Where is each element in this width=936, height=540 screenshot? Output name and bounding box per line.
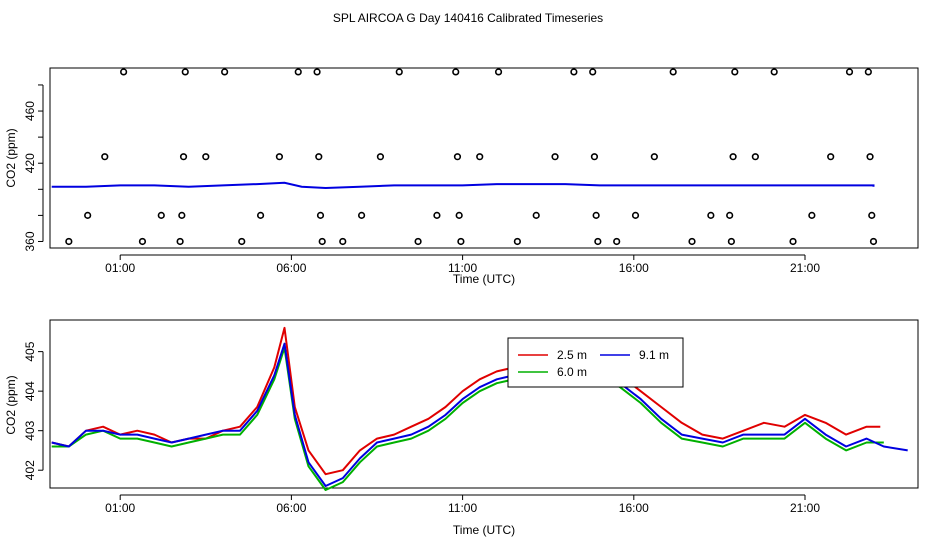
data-point [688,237,696,246]
x-tick-label: 21:00 [790,261,820,275]
data-point [275,153,284,161]
data-point [868,211,876,219]
data-point [318,237,326,246]
y-tick-label: 403 [23,420,37,440]
legend-box [507,337,684,388]
marks-top [51,68,878,246]
panel-bottom: 01:00 06:00 11:00 16:00 21:00 402 403 404 405 2.… [4,319,919,537]
data-point [455,211,463,219]
data-point [650,153,658,161]
series-line-6-0-m [51,346,884,491]
x-tick-label: 16:00 [619,501,649,515]
data-point [727,237,735,246]
data-point [453,153,462,161]
x-tick-label: 01:00 [105,501,135,515]
data-point [176,237,184,246]
data-point [808,211,816,219]
series-line-9-1-m [51,342,908,487]
data-point [179,153,188,161]
data-point [65,237,73,246]
data-point [494,68,503,76]
x-tick-label: 11:00 [448,261,477,275]
data-point [181,68,189,76]
data-point [395,68,403,76]
data-point [669,68,677,76]
data-point [313,68,321,76]
data-point [827,153,835,161]
data-point [845,68,854,76]
data-point [476,153,484,161]
y-tick-label: 402 [23,460,37,480]
data-point [532,211,540,219]
y-tick-label: 460 [23,101,37,121]
y-tick-label: 404 [23,381,37,401]
data-point [864,68,872,76]
x-tick-label: 06:00 [276,261,306,275]
axes-top: 01:00 06:00 11:00 16:00 21:00 360 420 460 [23,84,820,275]
x-tick-label: 21:00 [790,501,820,515]
data-point [707,211,715,219]
data-point [770,68,778,76]
y-axis-label-bottom: CO2 (ppm) [4,375,18,434]
data-point [294,68,302,76]
data-point [101,153,109,161]
data-point [357,211,366,219]
data-point [256,211,265,219]
data-point [157,211,165,219]
plot-frame-top [49,67,919,249]
y-axis-label-top: CO2 (ppm) [4,128,18,187]
data-point [789,237,797,246]
data-point [729,153,737,161]
data-point [457,237,465,246]
data-point [513,237,521,246]
x-tick-label: 16:00 [619,261,649,275]
data-point [751,153,759,161]
data-point [726,211,734,219]
data-point [570,68,578,76]
legend-label: 9.1 m [639,348,669,362]
y-tick-label: 360 [23,231,37,251]
data-point [315,153,323,161]
y-tick-label: 405 [23,341,37,361]
data-point [433,211,441,219]
data-point [731,68,739,76]
x-axis-label-top: Time (UTC) [453,272,515,286]
y-tick-label: 420 [23,153,37,173]
x-tick-label: 01:00 [105,261,135,275]
data-point [551,153,559,161]
panel-top: 01:00 06:00 11:00 16:00 21:00 360 420 460 Time … [4,67,919,286]
data-point [592,211,600,219]
marks-bottom [51,326,908,491]
x-axis-label-bottom: Time (UTC) [453,523,515,537]
data-point [376,153,385,161]
axes-bottom: 01:00 06:00 11:00 16:00 21:00 402 403 404 405 [23,341,820,515]
legend-label: 6.0 m [557,365,587,379]
data-point [452,68,460,76]
chart-title: SPL AIRCOA G Day 140416 Calibrated Times… [333,11,603,25]
data-point [339,237,347,246]
data-point [238,237,246,246]
data-point [589,68,597,76]
data-point [120,68,128,76]
data-point [221,68,229,76]
data-point [178,211,186,219]
data-point [316,211,325,219]
plot-frame-bottom [49,319,919,489]
legend-label: 2.5 m [557,348,587,362]
series-line-0 [51,181,875,190]
legend: 2.5 m 9.1 m 6.0 m [507,337,684,388]
data-point [594,237,602,246]
data-point [869,237,878,246]
data-point [613,237,621,246]
data-point [202,153,210,161]
data-point [414,237,422,246]
x-tick-label: 06:00 [276,501,306,515]
data-point [631,211,640,219]
data-point [138,237,147,246]
data-point [590,153,599,161]
x-tick-label: 11:00 [448,501,477,515]
data-point [866,153,874,161]
data-point [84,211,92,219]
